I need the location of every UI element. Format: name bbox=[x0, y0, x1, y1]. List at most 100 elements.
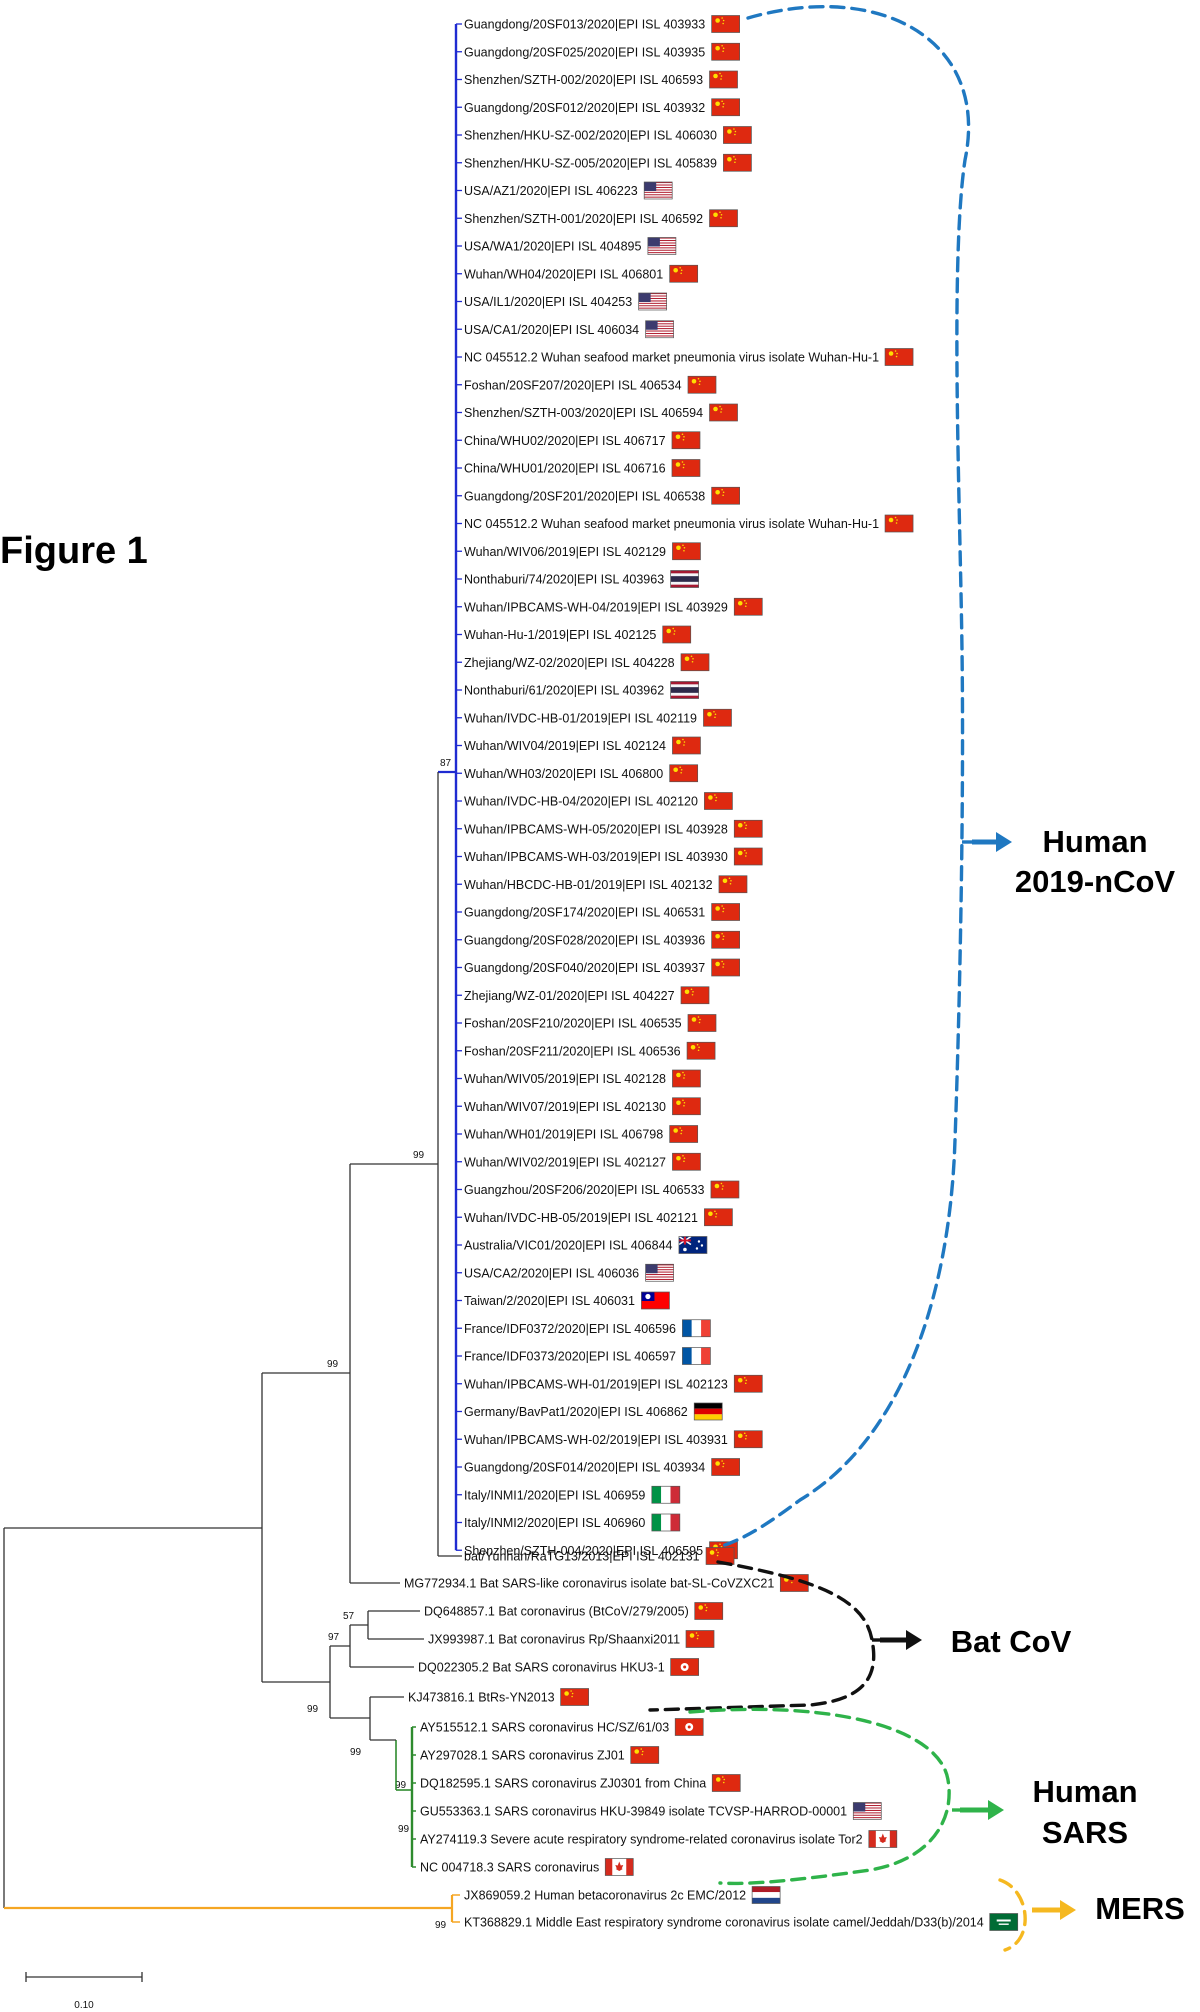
bracket-sars bbox=[688, 1707, 951, 1886]
leaf-label: Zhejiang/WZ-01/2020|EPI ISL 404227 bbox=[464, 989, 675, 1003]
flag-china-icon bbox=[711, 42, 740, 61]
leaf-label: Wuhan/WIV06/2019|EPI ISL 402129 bbox=[464, 545, 666, 559]
flag-china-icon bbox=[711, 98, 740, 117]
scale-bar-label: 0.10 bbox=[74, 2000, 94, 2011]
arrow-ncov-head bbox=[996, 832, 1012, 852]
group-label-ncov: Human bbox=[1042, 824, 1147, 859]
flag-china-icon bbox=[686, 1041, 716, 1060]
leaf-label: DQ022305.2 Bat SARS coronavirus HKU3-1 bbox=[418, 1661, 665, 1675]
leaf-label: China/WHU02/2020|EPI ISL 406717 bbox=[464, 434, 666, 448]
figure-title: Figure 1 bbox=[0, 530, 148, 572]
leaf-label: Foshan/20SF207/2020|EPI ISL 406534 bbox=[464, 378, 682, 392]
bootstrap-label: 99 bbox=[413, 1150, 425, 1161]
flag-china-icon bbox=[711, 15, 740, 33]
flag-china-icon bbox=[709, 70, 738, 89]
flag-hongkong-icon bbox=[670, 1658, 699, 1676]
flag-china-icon bbox=[723, 153, 752, 172]
leaf-label: MG772934.1 Bat SARS-like coronavirus iso… bbox=[404, 1577, 774, 1591]
leaf-label: DQ648857.1 Bat coronavirus (BtCoV/279/20… bbox=[424, 1605, 689, 1619]
bootstrap-label: 99 bbox=[327, 1359, 339, 1370]
flag-usa-icon bbox=[638, 292, 667, 311]
flag-usa-icon bbox=[643, 181, 673, 200]
flag-canada-icon bbox=[868, 1830, 898, 1848]
flag-usa-icon bbox=[645, 1263, 674, 1282]
leaf-label: Wuhan/WH03/2020|EPI ISL 406800 bbox=[464, 767, 663, 781]
leaf-label: China/WHU01/2020|EPI ISL 406716 bbox=[464, 462, 666, 476]
flag-china-icon bbox=[669, 1125, 699, 1143]
leaf-label: Guangdong/20SF040/2020|EPI ISL 403937 bbox=[464, 961, 705, 975]
leaf-label: Wuhan/WH01/2019|EPI ISL 406798 bbox=[464, 1128, 663, 1142]
leaf-label: Wuhan/WIV02/2019|EPI ISL 402127 bbox=[464, 1155, 666, 1169]
leaf-label: bat/Yunnan/RaTG13/2013|EPI ISL 402131 bbox=[464, 1550, 700, 1564]
flag-china-icon bbox=[733, 597, 763, 616]
flag-china-icon bbox=[680, 986, 710, 1005]
leaf-label: KT368829.1 Middle East respiratory syndr… bbox=[464, 1916, 984, 1930]
flag-china-icon bbox=[723, 126, 752, 144]
flag-china-icon bbox=[662, 625, 692, 644]
flag-china-icon bbox=[669, 764, 699, 783]
flag-saudi-icon bbox=[989, 1913, 1019, 1931]
leaf-label: Wuhan/IPBCAMS-WH-01/2019|EPI ISL 402123 bbox=[464, 1377, 728, 1391]
bootstrap-label: 99 bbox=[350, 1747, 362, 1758]
flag-china-icon bbox=[709, 403, 738, 422]
leaf-label: Wuhan/WIV07/2019|EPI ISL 402130 bbox=[464, 1100, 666, 1114]
bracket-ncov bbox=[720, 4, 971, 1548]
bracket-mers bbox=[998, 1878, 1027, 1952]
leaf-label: Wuhan-Hu-1/2019|EPI ISL 402125 bbox=[464, 628, 656, 642]
leaf-label: Wuhan/IPBCAMS-WH-04/2019|EPI ISL 403929 bbox=[464, 600, 728, 614]
leaf-label: Guangdong/20SF174/2020|EPI ISL 406531 bbox=[464, 906, 705, 920]
group-label-bat: Bat CoV bbox=[951, 1624, 1072, 1659]
flag-china-icon bbox=[672, 542, 701, 561]
leaf-label: Wuhan/IVDC-HB-01/2019|EPI ISL 402119 bbox=[464, 711, 697, 725]
leaf-label: NC 045512.2 Wuhan seafood market pneumon… bbox=[464, 517, 879, 531]
leaf-label: AY515512.1 SARS coronavirus HC/SZ/61/03 bbox=[420, 1721, 669, 1735]
group-label-sars: SARS bbox=[1042, 1815, 1128, 1850]
leaf-label: Wuhan/IVDC-HB-05/2019|EPI ISL 402121 bbox=[464, 1211, 698, 1225]
leaf-label: Shenzhen/SZTH-004/2020|EPI ISL 406595 bbox=[464, 1544, 703, 1558]
flag-china-icon bbox=[711, 486, 740, 505]
group-label-ncov: 2019-nCoV bbox=[1015, 864, 1176, 899]
bootstrap-label: 99 bbox=[395, 1780, 407, 1791]
leaf-label: Guangdong/20SF025/2020|EPI ISL 403935 bbox=[464, 45, 705, 59]
leaf-label: JX869059.2 Human betacoronavirus 2c EMC/… bbox=[464, 1889, 746, 1903]
leaf-label: USA/IL1/2020|EPI ISL 404253 bbox=[464, 295, 632, 309]
leaf-label: Australia/VIC01/2020|EPI ISL 406844 bbox=[464, 1239, 673, 1253]
flag-china-icon bbox=[687, 375, 717, 394]
leaf-label: Guangdong/20SF012/2020|EPI ISL 403932 bbox=[464, 101, 705, 115]
leaf-label: Nonthaburi/74/2020|EPI ISL 403963 bbox=[464, 573, 664, 587]
leaf-label: GU553363.1 SARS coronavirus HKU-39849 is… bbox=[420, 1805, 847, 1819]
leaf-label: Shenzhen/SZTH-002/2020|EPI ISL 406593 bbox=[464, 73, 703, 87]
flag-taiwan-icon bbox=[641, 1291, 670, 1310]
flag-china-icon bbox=[704, 1208, 733, 1227]
bootstrap-label: 99 bbox=[307, 1704, 319, 1715]
flag-usa-icon bbox=[645, 320, 674, 339]
flag-canada-icon bbox=[604, 1858, 634, 1876]
bootstrap-label: 99 bbox=[398, 1824, 410, 1835]
leaf-label: Italy/INMI2/2020|EPI ISL 406960 bbox=[464, 1516, 645, 1530]
leaf-label: DQ182595.1 SARS coronavirus ZJ0301 from … bbox=[420, 1777, 706, 1791]
leaf-label: Zhejiang/WZ-02/2020|EPI ISL 404228 bbox=[464, 656, 675, 670]
leaf-label: AY297028.1 SARS coronavirus ZJ01 bbox=[420, 1749, 625, 1763]
flag-china-icon bbox=[672, 1069, 701, 1088]
flag-china-icon bbox=[685, 1630, 715, 1648]
flag-italy-icon bbox=[651, 1513, 681, 1532]
leaf-label: Wuhan/HBCDC-HB-01/2019|EPI ISL 402132 bbox=[464, 878, 713, 892]
flag-china-icon bbox=[711, 930, 740, 949]
flag-hongkong-icon bbox=[674, 1718, 704, 1736]
flag-china-icon bbox=[687, 1014, 717, 1032]
leaf-label: AY274119.3 Severe acute respiratory synd… bbox=[420, 1833, 863, 1847]
leaf-label: Wuhan/WIV05/2019|EPI ISL 402128 bbox=[464, 1072, 666, 1086]
bootstrap-label: 99 bbox=[435, 1920, 447, 1931]
flag-thailand-icon bbox=[670, 681, 699, 699]
leaf-label: KJ473816.1 BtRs-YN2013 bbox=[408, 1691, 555, 1705]
flag-netherlands-icon bbox=[751, 1886, 781, 1904]
flag-usa-icon bbox=[852, 1802, 882, 1820]
leaf-label: Guangdong/20SF014/2020|EPI ISL 403934 bbox=[464, 1461, 705, 1475]
flag-china-icon bbox=[711, 1774, 741, 1792]
leaf-label: Wuhan/IPBCAMS-WH-05/2020|EPI ISL 403928 bbox=[464, 822, 728, 836]
flag-france-icon bbox=[682, 1347, 711, 1365]
bootstrap-label: 97 bbox=[328, 1632, 340, 1643]
leaf-label: Shenzhen/HKU-SZ-005/2020|EPI ISL 405839 bbox=[464, 156, 717, 170]
leaf-label: USA/CA2/2020|EPI ISL 406036 bbox=[464, 1266, 639, 1280]
